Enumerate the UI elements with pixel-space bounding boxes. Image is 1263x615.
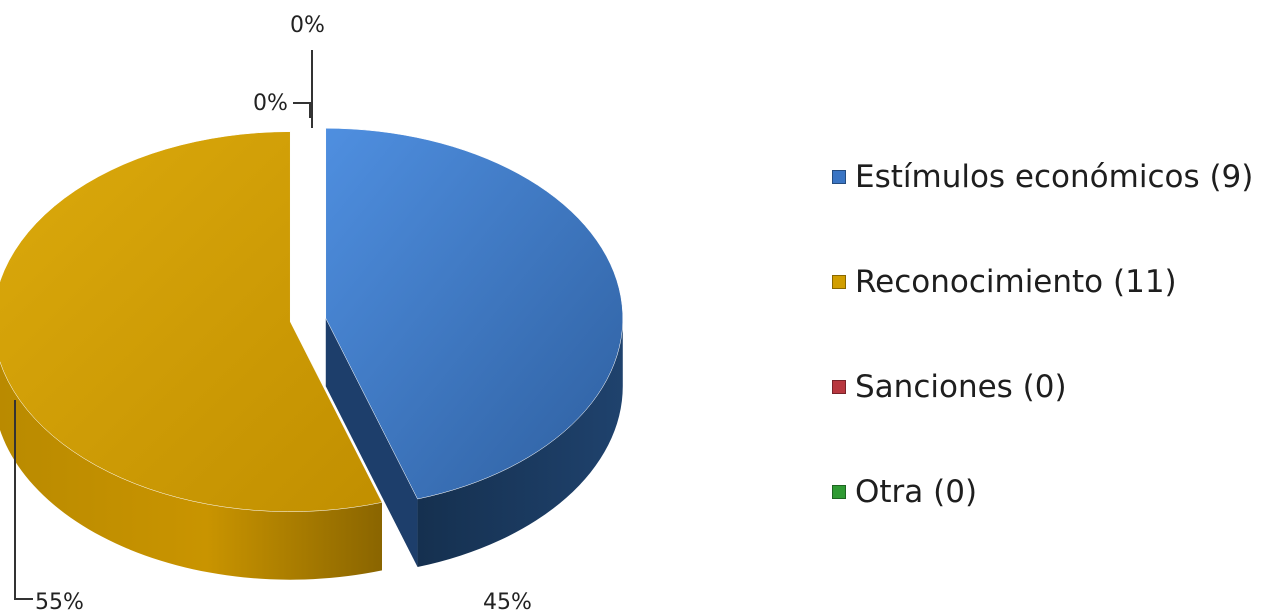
legend-label-otra: Otra (0) [855,473,978,510]
legend-item-otra: Otra (0) [832,473,1253,510]
slice-wall-end-estimulos [325,318,418,568]
legend-item-reconocimiento: Reconocimiento (11) [832,263,1253,300]
pie-slice-estimulos [325,128,624,568]
data-label-sanciones: 0% [253,91,288,116]
legend-label-reconocimiento: Reconocimiento (11) [855,263,1177,300]
leader-line-reconocimiento [14,400,33,600]
pie-slice-reconocimiento [0,131,383,580]
slice-side-reconocimiento [0,361,382,580]
legend-swatch-otra [832,484,846,499]
data-label-otra: 0% [290,13,325,38]
legend-label-estimulos: Estímulos económicos (9) [855,158,1254,195]
legend-label-sanciones: Sanciones (0) [855,368,1067,405]
leader-line-sanciones [293,102,311,118]
legend-swatch-sanciones [832,379,846,394]
legend-swatch-estimulos [832,169,846,184]
slice-top-estimulos [325,128,624,500]
legend-item-estimulos: Estímulos económicos (9) [832,158,1253,195]
data-label-reconocimiento: 55% [35,590,84,615]
legend-item-sanciones: Sanciones (0) [832,368,1253,405]
slice-top-reconocimiento [0,131,383,512]
data-label-estimulos: 45% [483,590,532,615]
slice-side-estimulos [417,318,623,568]
chart-legend: Estímulos económicos (9) Reconocimiento … [832,158,1253,510]
legend-swatch-reconocimiento [832,274,846,289]
